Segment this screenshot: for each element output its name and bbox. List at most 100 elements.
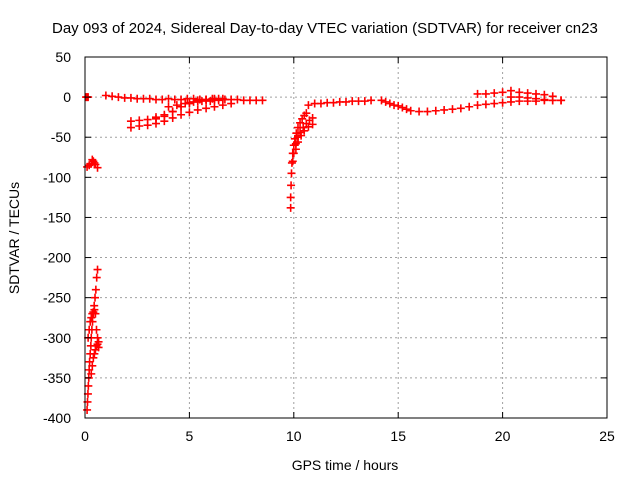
data-point	[87, 313, 96, 322]
y-tick-label: -100	[43, 169, 71, 185]
data-point	[302, 109, 311, 118]
data-point	[202, 104, 211, 113]
y-tick-label: -350	[43, 370, 71, 386]
y-tick-label: 50	[55, 49, 71, 65]
data-point	[206, 97, 215, 106]
data-point	[94, 343, 103, 352]
data-point	[490, 89, 499, 98]
data-point	[164, 102, 173, 111]
data-point	[473, 101, 482, 110]
data-point	[172, 101, 181, 110]
data-point	[286, 193, 295, 202]
y-tick-label: -300	[43, 330, 71, 346]
data-point	[473, 89, 482, 98]
data-point	[291, 145, 300, 154]
chart-title: Day 093 of 2024, Sidereal Day-to-day VTE…	[52, 20, 598, 37]
series-early-drop-3	[87, 340, 103, 378]
data-point	[158, 95, 167, 104]
data-point	[308, 120, 317, 129]
x-tick-label: 15	[390, 428, 406, 444]
data-point	[92, 325, 101, 334]
data-point	[498, 98, 507, 107]
data-point	[431, 106, 440, 115]
data-point	[92, 273, 101, 282]
data-point	[177, 102, 186, 111]
data-point	[85, 325, 94, 334]
data-point	[287, 158, 296, 167]
data-point	[83, 405, 92, 414]
x-tick-label: 0	[81, 428, 89, 444]
data-point	[93, 163, 102, 172]
data-point	[90, 349, 99, 358]
data-point	[288, 157, 297, 166]
data-point	[135, 116, 144, 125]
data-point	[114, 93, 123, 102]
data-point	[93, 265, 102, 274]
data-point	[210, 95, 219, 104]
y-tick-label: -200	[43, 250, 71, 266]
data-point	[490, 99, 499, 108]
data-point	[548, 96, 557, 105]
data-point	[342, 97, 350, 106]
data-point	[126, 93, 135, 102]
data-point	[360, 97, 369, 106]
data-point	[258, 96, 267, 105]
data-point	[390, 101, 399, 110]
data-point	[87, 369, 96, 378]
data-point	[84, 381, 93, 390]
data-point	[181, 99, 190, 108]
y-tick-label: -50	[51, 129, 71, 145]
data-point	[185, 108, 194, 117]
data-point	[177, 110, 186, 119]
data-point	[381, 97, 390, 106]
data-point	[481, 89, 490, 98]
data-point	[398, 103, 407, 112]
data-point	[440, 105, 449, 114]
y-tick-label: -150	[43, 209, 71, 225]
data-point	[197, 97, 206, 106]
data-point	[515, 93, 524, 102]
data-point	[85, 357, 94, 366]
data-point	[415, 107, 424, 116]
plot-frame	[84, 56, 608, 419]
data-point	[523, 93, 532, 102]
data-point	[385, 99, 394, 108]
data-point	[168, 107, 177, 116]
data-point	[91, 293, 100, 302]
data-point	[394, 101, 403, 110]
data-point	[367, 96, 376, 105]
axis-ticks: 0 5 10 15 20 25 50 0 -50 -100 -150 -200 -250 -300 -350…	[43, 49, 615, 444]
y-tick-label: -250	[43, 290, 71, 306]
x-tick-label: 25	[599, 428, 615, 444]
series-drift-band-d	[164, 96, 223, 111]
data-point	[540, 95, 549, 104]
data-point	[297, 131, 306, 140]
data-point	[286, 203, 295, 212]
data-point	[143, 115, 152, 124]
y-tick-label: -400	[43, 410, 71, 426]
data-point	[90, 158, 99, 167]
grid-lines	[85, 57, 607, 418]
data-point	[287, 169, 296, 178]
data-point	[402, 105, 411, 114]
data-point	[329, 98, 338, 107]
data-point	[498, 88, 507, 97]
data-point	[448, 105, 457, 114]
data-point	[377, 96, 386, 105]
data-point	[91, 309, 100, 318]
data-point	[423, 107, 432, 116]
series-flat-1to8	[101, 91, 267, 105]
data-point	[210, 102, 219, 111]
data-points	[82, 86, 566, 414]
data-point	[85, 365, 94, 374]
data-point	[532, 94, 541, 103]
data-point	[304, 101, 313, 110]
data-point	[151, 113, 160, 122]
x-tick-label: 5	[186, 428, 194, 444]
series-bump-14h	[377, 96, 415, 115]
x-tick-label: 10	[286, 428, 302, 444]
series-mid-flat	[304, 96, 376, 110]
y-tick-label: 0	[63, 89, 71, 105]
data-point	[101, 91, 110, 100]
